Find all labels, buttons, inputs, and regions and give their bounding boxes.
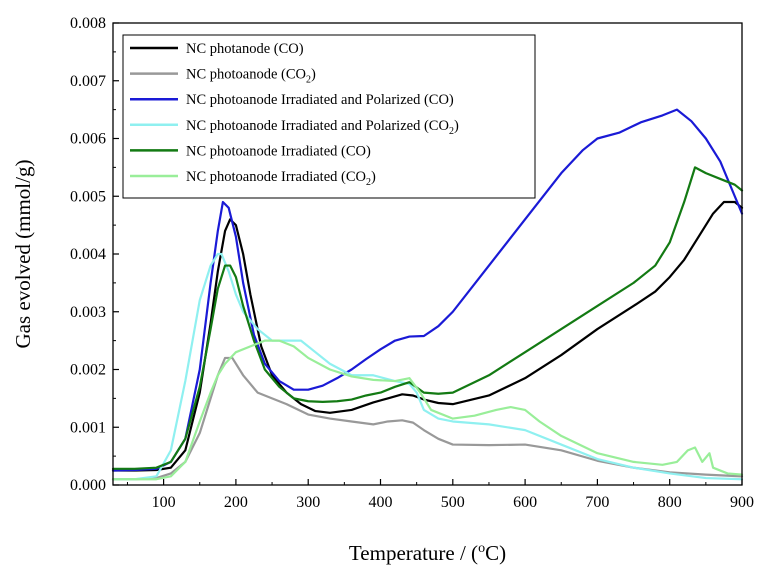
x-tick-label: 800 bbox=[658, 494, 682, 511]
x-tick-label: 900 bbox=[730, 494, 754, 511]
axes-layer: 100 200 300 400 500 600 700 800 900 0.000 0.001 0.0… bbox=[70, 15, 754, 511]
x-tick-label: 500 bbox=[441, 494, 465, 511]
y-tick-label: 0.004 bbox=[70, 246, 106, 263]
series-line-6 bbox=[111, 339, 744, 481]
series-layer bbox=[111, 108, 744, 481]
series-line-4 bbox=[111, 252, 744, 481]
legend: NC photanode (CO) NC photoanode (CO2) NC p… bbox=[122, 34, 536, 199]
series-line-3 bbox=[111, 108, 744, 472]
y-tick-label: 0.008 bbox=[70, 15, 106, 32]
y-tick-label: 0.006 bbox=[70, 131, 106, 148]
y-tick-label: 0.007 bbox=[70, 73, 106, 90]
series-line-1 bbox=[111, 200, 744, 472]
y-tick-label: 0.001 bbox=[70, 419, 106, 436]
y-axis-title: Gas evolved (mmol/g) bbox=[11, 160, 35, 349]
legend-label-4: NC photoanode Irradiated and Polarized (… bbox=[186, 118, 459, 137]
series-line-2 bbox=[111, 356, 744, 481]
x-tick-label: 100 bbox=[152, 494, 176, 511]
y-tick-label: 0.005 bbox=[70, 188, 106, 205]
y-tick-label: 0.003 bbox=[70, 304, 106, 321]
x-tick-label: 400 bbox=[369, 494, 393, 511]
legend-box bbox=[122, 34, 536, 199]
series-line-5 bbox=[111, 166, 744, 470]
legend-label-3: NC photoanode Irradiated and Polarized (… bbox=[186, 92, 454, 108]
x-tick-label: 700 bbox=[585, 494, 609, 511]
y-tick-label: 0.000 bbox=[70, 477, 106, 494]
x-tick-label: 300 bbox=[296, 494, 320, 511]
x-tick-label: 200 bbox=[224, 494, 248, 511]
x-tick-label: 600 bbox=[513, 494, 537, 511]
x-axis-title: Temperature / (oC) bbox=[349, 541, 506, 565]
legend-label-1: NC photanode (CO) bbox=[186, 41, 304, 57]
legend-label-6: NC photoanode Irradiated (CO2) bbox=[186, 169, 376, 188]
legend-label-2: NC photoanode (CO2) bbox=[186, 67, 316, 86]
legend-label-5: NC photoanode Irradiated (CO) bbox=[186, 143, 371, 159]
y-tick-label: 0.002 bbox=[70, 362, 106, 379]
